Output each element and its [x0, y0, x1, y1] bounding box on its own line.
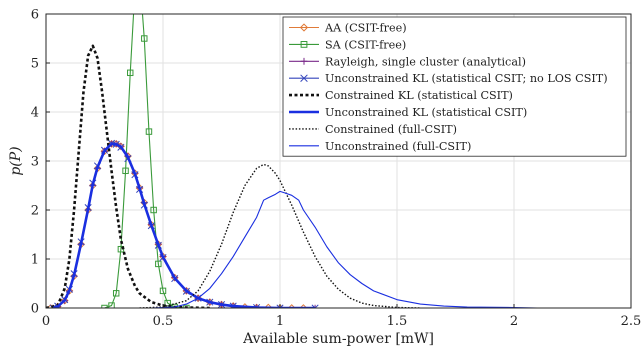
series-6	[52, 142, 316, 308]
data-point-marker	[49, 304, 57, 308]
legend-box	[282, 16, 627, 157]
x-tick-label: 2	[510, 314, 518, 329]
legend-label: Unconstrained KL (statistical CSIT)	[325, 106, 527, 119]
data-point-marker	[108, 302, 115, 308]
x-tick-label: 1	[276, 314, 284, 329]
x-tick-label: 1.5	[387, 314, 408, 329]
data-point-marker	[311, 304, 319, 308]
y-axis-label: p(P)	[8, 146, 24, 175]
series-line	[151, 190, 538, 308]
legend-label: Unconstrained (full-CSIT)	[325, 140, 471, 153]
axis-ticks: 0 0.5 1 1.5 2 2.5 0 1 2 3 4 5 6	[31, 8, 642, 330]
legend-label: AA (CSIT-free)	[324, 22, 407, 35]
data-point-marker	[300, 74, 308, 82]
x-tick-label: 0.5	[153, 314, 174, 329]
x-tick-label: 2.5	[621, 314, 642, 329]
data-point-marker	[311, 304, 319, 308]
x-axis-label: Available sum-power [mW]	[242, 331, 434, 347]
legend-label: Unconstrained KL (statistical CSIT; no L…	[325, 72, 608, 85]
series-line	[52, 142, 316, 308]
y-tick-label: 2	[31, 204, 39, 219]
data-point-marker	[276, 304, 284, 308]
series-5	[46, 44, 210, 308]
series-line	[46, 44, 210, 308]
series-line	[104, 14, 187, 308]
y-tick-label: 3	[31, 155, 39, 170]
y-tick-label: 4	[31, 106, 39, 121]
data-point-marker	[112, 290, 120, 297]
data-point-marker	[164, 299, 171, 307]
data-point-marker	[155, 260, 162, 268]
series-7	[139, 163, 421, 308]
legend-label: Rayleigh, single cluster (analytical)	[325, 55, 526, 68]
data-point-marker	[299, 23, 309, 32]
y-tick-label: 6	[31, 8, 39, 23]
data-point-marker	[300, 57, 308, 65]
data-point-marker	[150, 206, 157, 214]
legend: AA (CSIT-free) SA (CSIT-free) Rayleigh, si…	[282, 16, 627, 157]
data-point-marker	[127, 69, 134, 77]
data-point-marker	[145, 128, 153, 135]
data-point-marker	[159, 287, 167, 295]
legend-label: Constrained (full-CSIT)	[325, 123, 457, 136]
series-line	[139, 163, 421, 308]
y-tick-label: 1	[31, 253, 39, 268]
legend-label: SA (CSIT-free)	[325, 38, 406, 51]
legend-label: Constrained KL (statistical CSIT)	[325, 89, 513, 102]
series-8	[151, 190, 538, 308]
x-tick-label: 0	[42, 314, 50, 329]
y-tick-label: 0	[31, 302, 39, 317]
data-point-marker	[141, 35, 148, 42]
data-point-marker	[122, 167, 129, 175]
data-point-marker	[300, 41, 308, 48]
y-tick-label: 5	[31, 57, 39, 72]
series-layer	[46, 14, 538, 308]
